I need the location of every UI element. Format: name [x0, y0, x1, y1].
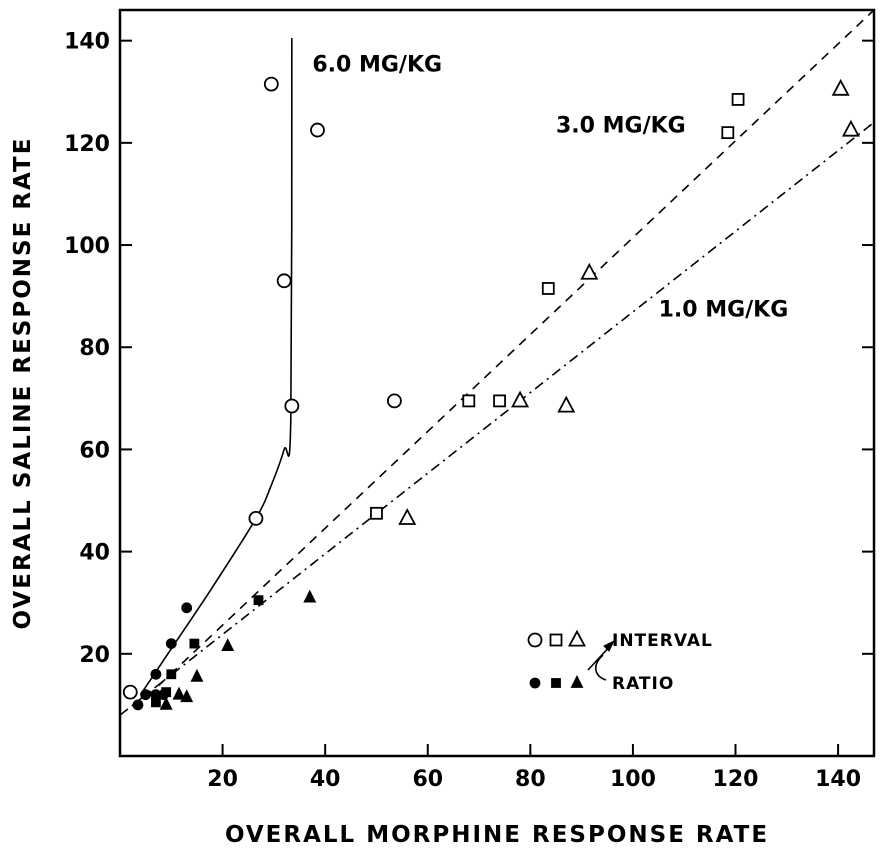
legend-label: INTERVAL — [612, 631, 713, 651]
ratio-square-point — [151, 697, 161, 708]
interval-square-point — [370, 506, 383, 520]
fit-line — [139, 38, 293, 696]
curve-label: 6.0 MG/KG — [312, 52, 442, 77]
legend-label: RATIO — [612, 674, 674, 694]
ratio-triangle-point — [221, 638, 235, 652]
legend-marker — [527, 632, 543, 648]
legend-marker — [529, 677, 541, 689]
ratio-circle-point — [132, 699, 144, 711]
interval-triangle-point — [841, 119, 860, 137]
ratio-square-point — [161, 687, 172, 698]
interval-triangle-point — [557, 395, 576, 413]
interval-triangle-point — [831, 78, 850, 96]
interval-circle-point — [310, 122, 325, 138]
legend-arrowhead — [603, 639, 616, 652]
curve-label: 1.0 MG/KG — [659, 298, 789, 323]
interval-square-point — [731, 93, 745, 106]
ratio-square-point — [253, 595, 264, 606]
plot-frame — [118, 8, 876, 758]
y-tick-label: 40 — [79, 541, 110, 566]
x-axis-ticks: 20 40 60 80 100 120 140 — [207, 744, 861, 792]
y-tick-label: 20 — [79, 643, 110, 668]
ratio-square-point — [166, 669, 177, 680]
interval-circle-point — [387, 393, 402, 409]
interval-circle-point — [284, 398, 300, 414]
legend-marker — [551, 678, 561, 688]
ratio-square-point — [189, 638, 200, 649]
fit-lines — [119, 9, 875, 716]
ratio-triangle-point — [172, 686, 186, 700]
x-tick-label: 100 — [610, 767, 656, 792]
legend-marker — [570, 674, 584, 688]
interval-triangle-point — [398, 508, 417, 525]
y-tick-label: 80 — [79, 336, 110, 361]
interval-triangle-point — [511, 390, 530, 408]
x-tick-label: 120 — [713, 767, 759, 792]
y-axis-title: OVERALL SALINE RESPONSE RATE — [10, 137, 36, 630]
x-axis-title: OVERALL MORPHINE RESPONSE RATE — [225, 822, 769, 848]
ratio-triangle-point — [190, 668, 204, 682]
y-tick-label: 140 — [64, 30, 110, 55]
interval-circle-point — [263, 76, 279, 92]
fit-line — [119, 121, 875, 716]
ratio-circle-point — [181, 602, 193, 614]
legend: INTERVAL RATIO — [527, 629, 713, 694]
interval-circle-point — [276, 273, 292, 289]
interval-square-point — [721, 126, 735, 140]
interval-square-point — [462, 394, 476, 408]
curve-annotations: 6.0 MG/KG 3.0 MG/KG 1.0 MG/KG — [312, 52, 788, 322]
y-tick-label: 100 — [64, 234, 110, 259]
legend-marker — [567, 629, 587, 647]
ratio-triangle-point — [303, 589, 317, 603]
y-tick-label: 60 — [79, 438, 110, 463]
y-axis-ticks: 20 40 60 80 100 120 140 — [64, 30, 874, 668]
data-points — [122, 76, 860, 711]
fit-line — [134, 9, 875, 709]
legend-marker — [549, 633, 563, 647]
y-tick-label: 120 — [64, 132, 110, 157]
x-tick-label: 20 — [207, 767, 238, 792]
interval-circle-point — [248, 511, 264, 526]
ratio-triangle-point — [159, 696, 173, 710]
legend-arrow — [595, 654, 607, 681]
interval-circle-point — [122, 684, 138, 700]
x-tick-label: 40 — [310, 767, 341, 792]
x-tick-label: 140 — [815, 767, 861, 792]
ratio-circle-point — [150, 668, 162, 680]
ratio-triangle-point — [180, 689, 194, 703]
ratio-circle-point — [140, 689, 152, 701]
x-tick-label: 80 — [515, 767, 546, 792]
interval-square-point — [493, 394, 506, 408]
x-tick-label: 60 — [412, 767, 443, 792]
interval-square-point — [541, 282, 555, 295]
curve-label: 3.0 MG/KG — [556, 114, 686, 139]
ratio-circle-point — [165, 638, 177, 649]
interval-triangle-point — [580, 262, 599, 280]
